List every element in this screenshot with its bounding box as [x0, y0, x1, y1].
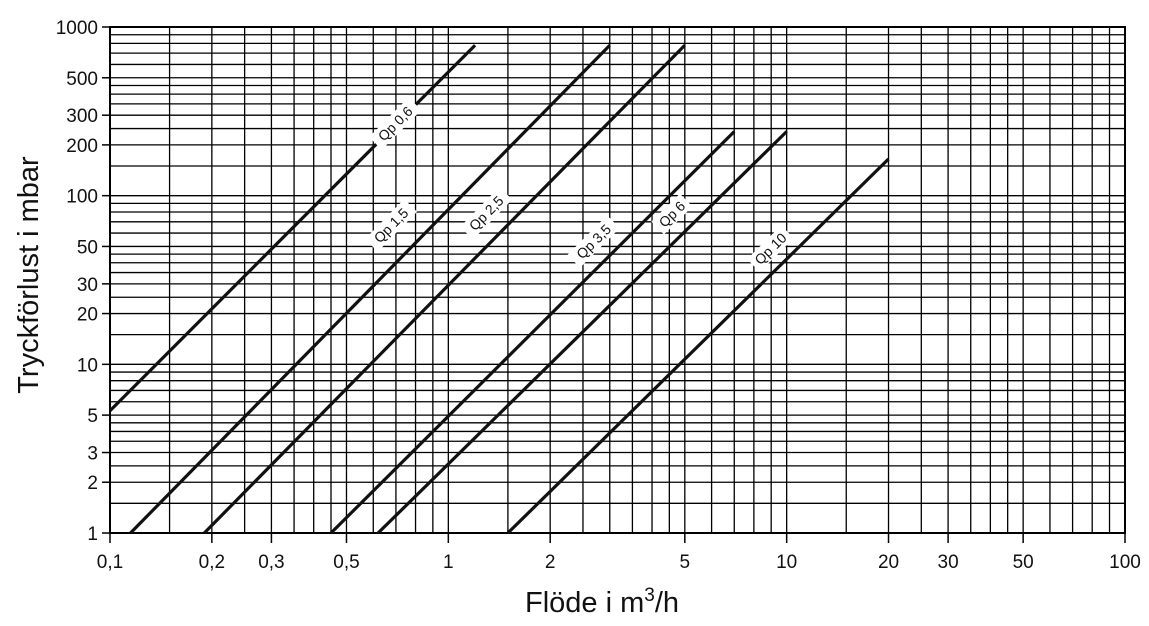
- plot-frame: [109, 26, 1126, 534]
- x-tick-label: 50: [1013, 552, 1034, 573]
- x-axis-ticks: 0,1 0,2 0,3 0,5 1 2 5 10 20 30 50 100: [97, 533, 1141, 573]
- x-tick-label: 5: [680, 552, 691, 573]
- x-tick-label: 10: [776, 552, 797, 573]
- series-line: [329, 130, 736, 535]
- series-label-backdrop: [369, 97, 422, 150]
- x-tick-label: 0,1: [97, 552, 123, 573]
- x-tick-label: 20: [878, 552, 899, 573]
- y-axis-ticks: 1 2 3 5 10 20 30 50 100 200 300 500 1000: [56, 18, 110, 545]
- y-tick-label: 10: [77, 355, 98, 376]
- x-tick-label: 2: [545, 552, 556, 573]
- grid: [110, 27, 1125, 533]
- y-tick-label: 300: [66, 106, 98, 127]
- axes: [109, 26, 1126, 534]
- y-tick-label: 1000: [56, 18, 98, 39]
- y-tick-label: 100: [66, 187, 98, 208]
- y-tick-label: 5: [87, 406, 98, 427]
- y-axis-title: Tryckförlust i mbar: [13, 156, 45, 394]
- y-tick-label: 500: [66, 69, 98, 90]
- x-axis-title-unit: /h: [655, 587, 679, 619]
- series-line: [376, 130, 788, 535]
- x-tick-label: 100: [1109, 552, 1141, 573]
- series-label-backdrop: [567, 215, 620, 268]
- y-tick-label: 1: [87, 524, 98, 545]
- y-tick-label: 20: [77, 305, 98, 326]
- series-line: [129, 44, 611, 535]
- x-tick-label: 0,2: [199, 552, 225, 573]
- series-line: [203, 44, 686, 535]
- series-label-backdrop: [747, 225, 794, 272]
- x-axis-title: Flöde i m3/h: [525, 585, 679, 619]
- x-tick-label: 0,3: [258, 552, 284, 573]
- x-tick-label: 30: [938, 552, 959, 573]
- x-axis-title-exponent: 3: [644, 585, 655, 606]
- series-label-backdrop: [651, 193, 693, 235]
- series-line: [506, 157, 890, 535]
- x-tick-label: 0,5: [333, 552, 359, 573]
- series-label-backdrop: [364, 199, 418, 252]
- y-tick-label: 30: [77, 275, 98, 296]
- y-tick-label: 50: [77, 237, 98, 258]
- series-label-backdrop: [460, 186, 513, 240]
- y-tick-label: 3: [87, 444, 98, 465]
- y-tick-label: 200: [66, 136, 98, 157]
- x-axis-title-main: Flöde i m: [525, 587, 644, 619]
- y-tick-label: 2: [87, 473, 98, 494]
- x-tick-label: 1: [443, 552, 454, 573]
